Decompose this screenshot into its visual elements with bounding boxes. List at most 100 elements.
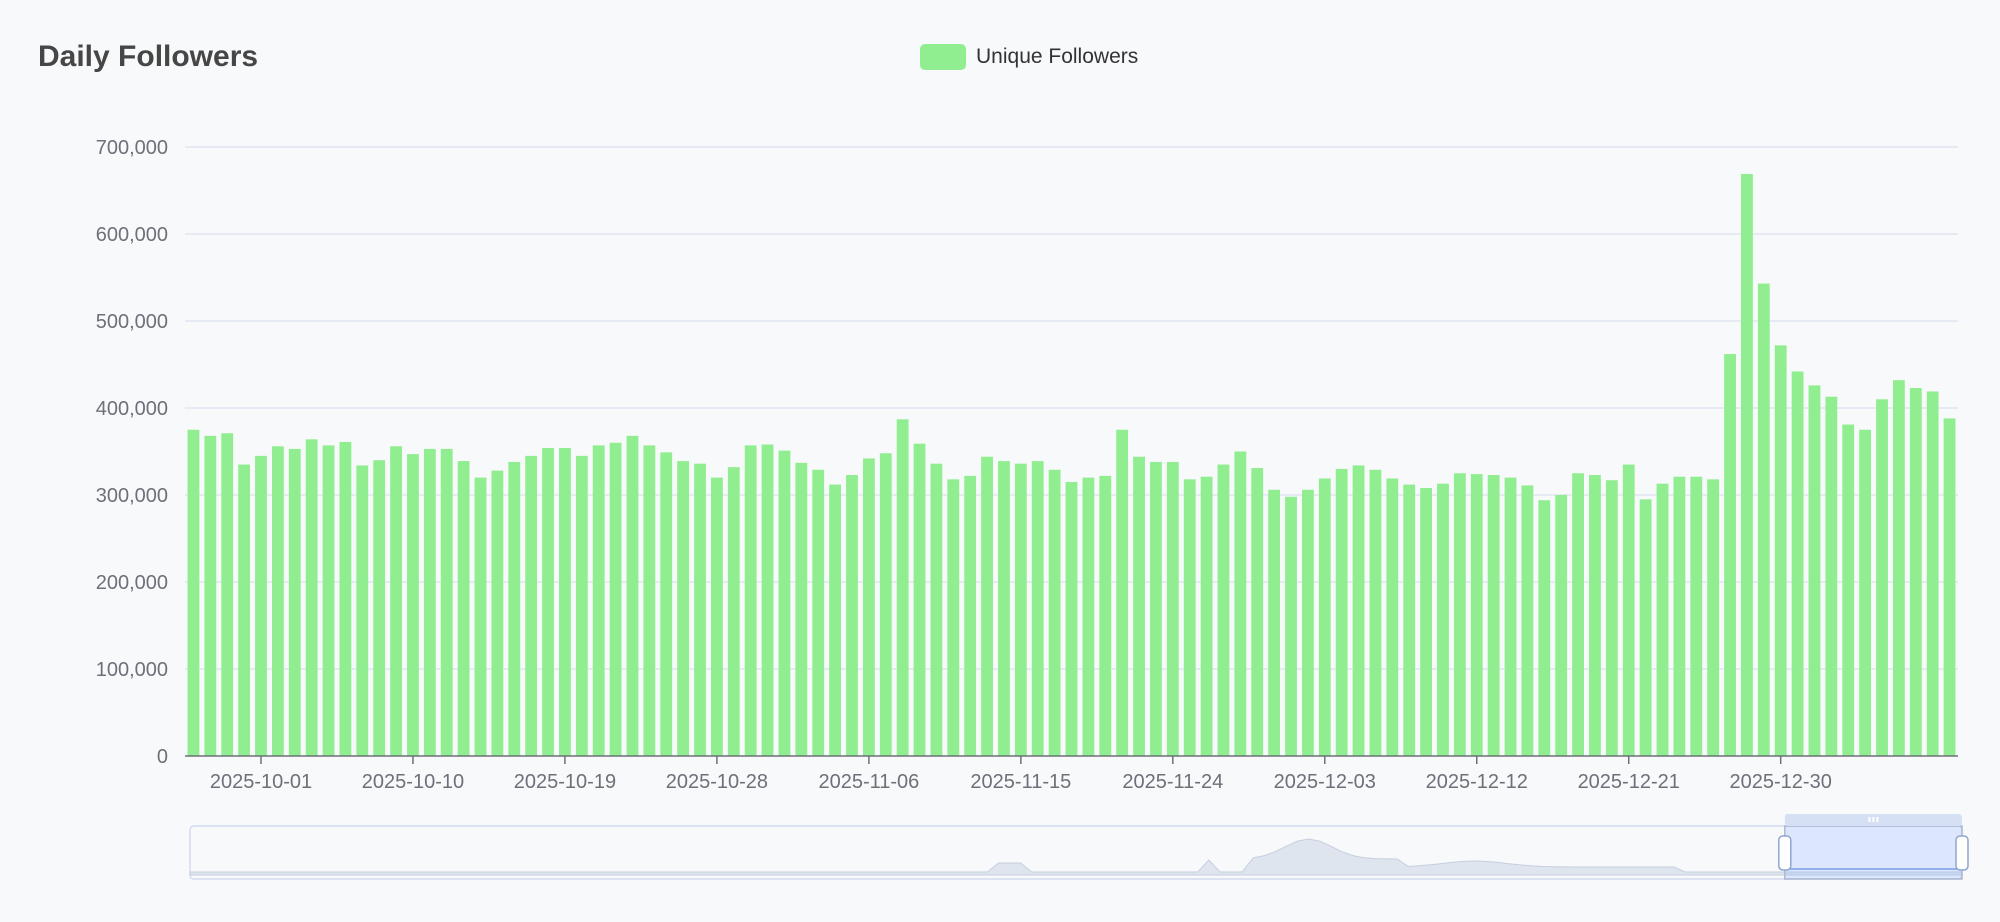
zoom-handle[interactable] — [1778, 835, 1792, 871]
bar — [829, 484, 842, 756]
bar — [1301, 489, 1314, 756]
bar — [896, 419, 909, 756]
y-tick-label: 700,000 — [96, 137, 168, 159]
x-tick-label: 2025-10-28 — [666, 771, 768, 793]
bar — [1876, 399, 1888, 756]
bar — [575, 455, 588, 756]
bar — [1031, 461, 1044, 756]
bar — [761, 444, 774, 756]
bar — [1183, 479, 1196, 756]
bar — [727, 467, 740, 756]
bar — [542, 448, 554, 756]
zoom-handle[interactable] — [1955, 835, 1969, 871]
bar — [1116, 429, 1129, 756]
bar — [339, 441, 352, 756]
chart-title: Daily Followers — [38, 40, 259, 73]
bar — [1099, 475, 1112, 756]
bar — [221, 433, 234, 756]
bar — [1741, 173, 1753, 757]
bar — [1808, 385, 1821, 756]
bar — [1217, 464, 1230, 756]
bar — [981, 456, 993, 756]
y-tick-label: 200,000 — [96, 572, 168, 594]
bar — [913, 443, 926, 756]
bar — [1605, 480, 1618, 756]
legend-item[interactable]: Unique Followers — [920, 44, 1138, 70]
bar — [1791, 371, 1804, 756]
bar — [559, 448, 571, 756]
bar — [1285, 496, 1297, 756]
zoom-grip — [1868, 817, 1871, 822]
bar — [1014, 463, 1027, 756]
bar — [795, 462, 808, 756]
bar — [1082, 477, 1095, 756]
bar — [474, 477, 487, 756]
x-tick-label: 2025-12-30 — [1730, 771, 1832, 793]
bar — [1572, 473, 1584, 756]
x-tick-label: 2025-12-03 — [1274, 771, 1376, 793]
bar — [1335, 468, 1348, 756]
bar — [1724, 354, 1736, 756]
bar — [744, 445, 757, 756]
bar — [812, 469, 825, 756]
bar — [964, 475, 977, 756]
bar — [204, 435, 217, 756]
bar — [1555, 495, 1568, 756]
bar — [1268, 489, 1281, 756]
bar — [1690, 476, 1703, 756]
bar — [592, 445, 605, 756]
bar — [1656, 483, 1669, 756]
bar — [1487, 474, 1500, 756]
bar — [1318, 478, 1331, 756]
bar — [879, 453, 892, 756]
bar — [1639, 499, 1652, 756]
bar — [1369, 469, 1382, 756]
x-tick-label: 2025-12-12 — [1426, 771, 1528, 793]
bar — [1892, 380, 1905, 756]
bar — [1386, 478, 1399, 756]
bar — [390, 446, 402, 756]
data-zoom-slider[interactable] — [189, 814, 1969, 880]
bars — [187, 173, 1956, 757]
bar — [643, 445, 656, 756]
bar — [1909, 387, 1922, 756]
bar — [1200, 476, 1213, 756]
bar — [694, 463, 706, 756]
bar — [1403, 484, 1416, 756]
x-tick-label: 2025-11-24 — [1122, 771, 1223, 793]
bar — [1757, 283, 1770, 756]
bar — [1622, 464, 1635, 756]
bar — [440, 448, 453, 756]
bar — [238, 464, 251, 756]
legend-swatch — [920, 44, 966, 70]
bar — [271, 446, 284, 756]
bar — [609, 442, 622, 756]
bar — [998, 461, 1010, 756]
bar — [862, 458, 875, 756]
bar — [457, 461, 470, 756]
bar — [373, 460, 386, 756]
x-tick-label: 2025-10-10 — [362, 771, 464, 793]
x-tick-label: 2025-11-15 — [970, 771, 1071, 793]
zoom-track — [189, 825, 1963, 880]
zoom-selected-range — [1784, 825, 1963, 880]
y-tick-label: 500,000 — [96, 311, 168, 333]
y-tick-label: 300,000 — [96, 485, 168, 507]
bar — [846, 474, 858, 756]
bar — [1453, 473, 1466, 756]
bar — [778, 450, 791, 756]
bar — [305, 439, 318, 756]
bar — [1133, 456, 1145, 756]
zoom-preview-area — [189, 838, 1963, 876]
bar — [677, 461, 690, 756]
bar — [930, 463, 943, 756]
bar — [1166, 461, 1179, 756]
zoom-grip — [1872, 817, 1875, 822]
bar — [525, 455, 538, 756]
bar — [947, 479, 960, 756]
bar — [187, 429, 200, 756]
bar — [710, 477, 723, 756]
zoom-grip — [1876, 817, 1879, 822]
